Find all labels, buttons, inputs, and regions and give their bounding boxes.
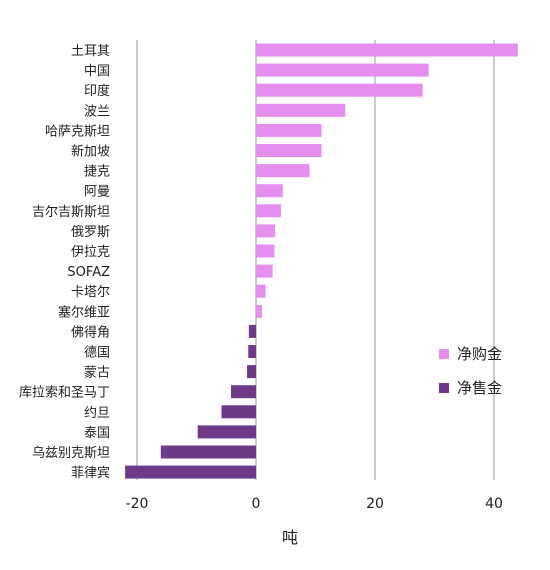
bar-buy (256, 284, 266, 298)
category-label: 新加坡 (71, 144, 110, 160)
category-label: 俄罗斯 (71, 225, 110, 240)
category-label: 阿曼 (84, 185, 110, 200)
category-label: 哈萨克斯坦 (45, 124, 110, 139)
bar-buy (256, 43, 518, 57)
category-label: 泰国 (84, 426, 110, 441)
category-label: 约旦 (84, 406, 110, 421)
x-tick-label: -20 (126, 496, 149, 512)
bar-sell (231, 385, 256, 399)
category-label: 库拉索和圣马丁 (19, 385, 110, 401)
x-axis-title: 吨 (282, 528, 298, 547)
category-label: 德国 (84, 346, 110, 361)
bar-buy (256, 184, 283, 198)
bar-buy (256, 123, 322, 137)
category-label: 蒙古 (84, 366, 110, 381)
bar-buy (256, 204, 281, 218)
bar-buy (256, 103, 346, 117)
bar-sell (221, 405, 256, 419)
bars-layer (125, 43, 518, 479)
legend-swatch-sell (439, 383, 449, 393)
bar-sell (248, 345, 256, 358)
category-label: 佛得角 (71, 324, 110, 340)
bar-buy (256, 224, 276, 238)
category-label: 乌兹别克斯坦 (32, 445, 110, 461)
legend-label-sell: 净售金 (457, 379, 502, 397)
bar-buy (256, 304, 262, 318)
category-label: 塞尔维亚 (58, 304, 110, 320)
category-label: 土耳其 (71, 44, 110, 59)
bar-buy (256, 164, 310, 178)
category-label: 伊拉克 (71, 245, 110, 260)
bar-buy (256, 63, 429, 77)
category-label: 波兰 (84, 104, 110, 119)
legend-label-buy: 净购金 (457, 345, 502, 363)
category-label: 中国 (84, 64, 110, 79)
category-label: 捷克 (84, 165, 110, 180)
category-label: 印度 (84, 83, 110, 99)
bar-sell (125, 465, 256, 479)
bar-buy (256, 144, 322, 157)
bar-sell (197, 425, 256, 439)
x-tick-label: 0 (252, 496, 261, 512)
category-label: SOFAZ (67, 265, 110, 280)
bar-sell (248, 324, 256, 338)
x-tick-labels: -20 0 20 40 (126, 496, 503, 512)
legend-swatch-buy (439, 349, 449, 359)
x-tick-label: 40 (485, 496, 503, 512)
category-label: 菲律宾 (71, 465, 110, 481)
bar-sell (247, 365, 256, 379)
x-tick-label: 20 (366, 496, 384, 512)
category-label: 卡塔尔 (71, 285, 110, 300)
legend: 净购金 净售金 (439, 345, 502, 397)
category-label: 吉尔吉斯斯坦 (32, 205, 110, 220)
bar-buy (256, 264, 273, 278)
bar-buy (256, 83, 423, 97)
bar-buy (256, 244, 275, 258)
bar-sell (160, 445, 256, 459)
